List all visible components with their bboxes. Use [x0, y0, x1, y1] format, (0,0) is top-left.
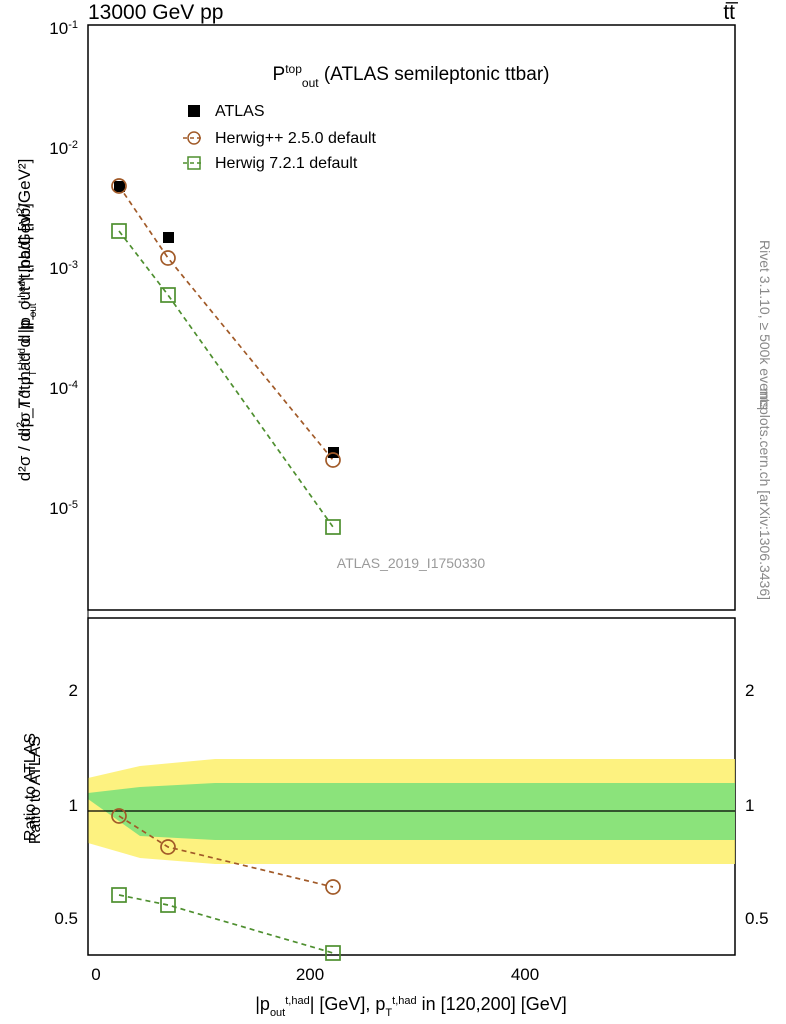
atlas-point-2[interactable] [163, 232, 174, 243]
svg-text:10-2: 10-2 [49, 139, 78, 158]
svg-text:400: 400 [511, 965, 539, 984]
herwig7-point-3[interactable] [326, 520, 340, 534]
right-text-mcplots: mcplots.cern.ch [arXiv:1306.3436] [757, 388, 773, 600]
ratio-axis-label: Ratio to ATLAS [27, 736, 44, 844]
svg-text:10-5: 10-5 [49, 499, 78, 518]
herwig7-ratio-point-2[interactable] [161, 898, 175, 912]
legend-label-herwigpp: Herwig++ 2.5.0 default [215, 130, 377, 147]
svg-text:0.5: 0.5 [745, 909, 769, 928]
herwigpp-point-2[interactable] [161, 251, 175, 265]
svg-text:1: 1 [745, 796, 754, 815]
atlas-markers-main[interactable] [114, 181, 339, 458]
watermark-text: ATLAS_2019_I1750330 [337, 555, 486, 571]
plot-title-annotation: Ptopout (ATLAS semileptonic ttbar) [273, 62, 550, 90]
svg-text:2: 2 [745, 681, 754, 700]
y-axis-ticks-main: 10-1 10-2 10-3 10-4 10-5 [49, 19, 78, 518]
herwig7-ratio-point-3[interactable] [326, 946, 340, 960]
top-left-title: 13000 GeV pp [88, 1, 223, 24]
svg-text:10-4: 10-4 [49, 379, 78, 398]
svg-text:200: 200 [296, 965, 324, 984]
right-text-rivet: Rivet 3.1.10, ≥ 500k events [757, 240, 773, 410]
herwig7-line-ratio[interactable] [119, 895, 333, 953]
svg-text:10-3: 10-3 [49, 259, 78, 278]
svg-text:10-1: 10-1 [49, 19, 78, 38]
x-axis-ticks: 0 200 400 [91, 965, 539, 984]
herwig7-markers-ratio[interactable] [112, 888, 340, 960]
svg-text:2: 2 [69, 681, 78, 700]
chart-container: 13000 GeV pp tt̅ 10-1 10-2 10-3 10-4 10-… [0, 0, 786, 1024]
svg-text:0: 0 [91, 965, 100, 984]
herwigpp-markers-main[interactable] [112, 179, 340, 467]
svg-text:0.5: 0.5 [54, 909, 78, 928]
legend-marker-atlas [188, 105, 200, 117]
legend-group: ATLAS Herwig++ 2.5.0 default Herwig 7.2.… [183, 103, 377, 172]
herwig7-line-main[interactable] [119, 231, 333, 527]
top-right-title: tt̅ [723, 1, 739, 24]
x-axis-label: |poutt,had| [GeV], pTt,had in [120,200] … [255, 994, 566, 1019]
legend-label-atlas: ATLAS [215, 103, 265, 120]
main-panel-box [88, 25, 735, 610]
svg-text:1: 1 [69, 796, 78, 815]
herwigpp-line-main[interactable] [119, 186, 333, 460]
y-axis-label-text: d2σ / d pTt,had d |poutt,had| [pb/GeV2] [15, 203, 39, 437]
legend-label-herwig7: Herwig 7.2.1 default [215, 155, 358, 172]
herwig7-point-2[interactable] [161, 288, 175, 302]
